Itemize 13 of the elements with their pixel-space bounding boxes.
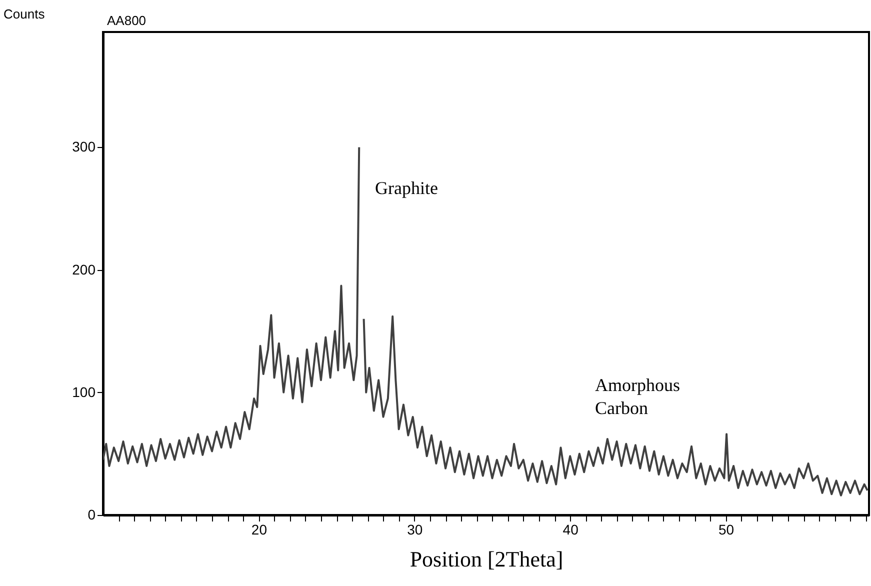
y-tick-label: 100: [72, 384, 96, 400]
x-axis-title: Position [2Theta]: [410, 546, 564, 572]
y-axis-title: Counts: [4, 6, 46, 22]
x-tick-label: 20: [251, 522, 268, 538]
chart-title: AA800: [107, 13, 146, 28]
x-tick-label: 30: [407, 522, 423, 538]
x-tick-label: 50: [718, 522, 734, 538]
annotation: Graphite: [375, 178, 438, 198]
y-tick-label: 300: [72, 138, 96, 155]
annotation: Amorphous Carbon: [595, 375, 680, 418]
y-tick-label: 0: [88, 506, 96, 522]
x-tick-label: 40: [562, 522, 579, 538]
y-tick-label: 200: [72, 261, 96, 278]
